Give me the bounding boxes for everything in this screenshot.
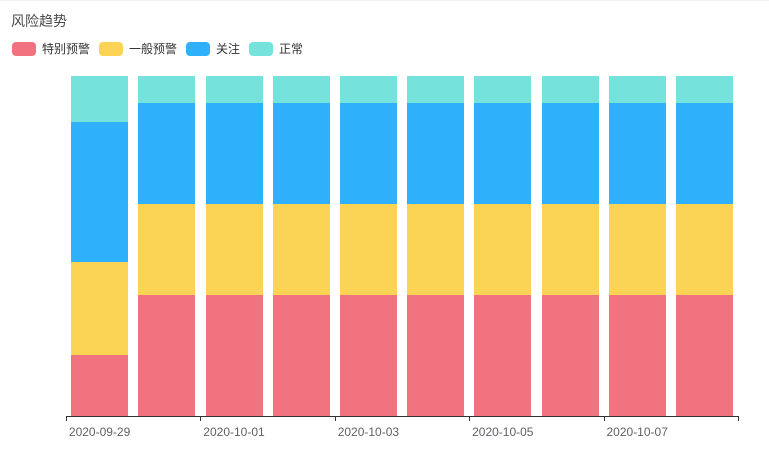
chart-title: 风险趋势 xyxy=(11,13,67,29)
legend-item-attention[interactable]: 关注 xyxy=(186,42,240,56)
x-axis-label-2020-10-05: 2020-10-05 xyxy=(472,425,534,439)
x-axis-label-2020-10-01: 2020-10-01 xyxy=(203,425,265,439)
bar-segment-一般预警-2020-10-06[interactable] xyxy=(541,203,599,295)
bar-segment-正常-2020-10-01[interactable] xyxy=(205,76,263,103)
bar-segment-正常-2020-10-06[interactable] xyxy=(541,76,599,103)
bar-segment-特别预警-2020-10-06[interactable] xyxy=(541,294,599,416)
chart-plot-area: 2020-09-29 2020-10-01 2020-10-03 2020-10-05… xyxy=(66,76,739,439)
bar-segment-关注-2020-10-01[interactable] xyxy=(205,102,263,204)
x-axis-line xyxy=(66,416,739,417)
x-axis-tick xyxy=(469,416,471,421)
bar-segment-特别预警-2020-10-07[interactable] xyxy=(608,294,666,416)
bar-segment-关注-2020-09-29[interactable] xyxy=(71,121,129,262)
legend-item-normal[interactable]: 正常 xyxy=(249,42,303,56)
bar-segment-特别预警-2020-09-29[interactable] xyxy=(71,354,129,416)
legend-swatch-special-warning xyxy=(12,42,36,56)
legend-label: 特别预警 xyxy=(42,42,91,56)
bar-segment-一般预警-2020-09-30[interactable] xyxy=(138,203,196,295)
x-axis-tick xyxy=(603,416,605,421)
legend-label: 正常 xyxy=(279,42,304,56)
bar-segment-正常-2020-09-30[interactable] xyxy=(138,76,196,103)
bar-segment-关注-2020-10-05[interactable] xyxy=(474,102,532,204)
bar-segment-一般预警-2020-10-01[interactable] xyxy=(205,203,263,295)
bar-segment-关注-2020-10-07[interactable] xyxy=(608,102,666,204)
bar-segment-关注-2020-10-04[interactable] xyxy=(407,102,465,204)
legend-label: 关注 xyxy=(216,42,241,56)
x-axis-tick xyxy=(66,416,67,421)
x-axis-tick xyxy=(334,416,336,421)
x-axis-tick xyxy=(738,416,739,421)
legend-swatch-attention xyxy=(186,42,211,56)
bar-segment-特别预警-2020-10-04[interactable] xyxy=(407,294,465,416)
bar-segment-正常-2020-10-08[interactable] xyxy=(675,76,733,103)
bar-segment-关注-2020-10-03[interactable] xyxy=(339,102,397,204)
bar-segment-一般预警-2020-10-02[interactable] xyxy=(272,203,330,295)
bar-segment-特别预警-2020-10-03[interactable] xyxy=(339,294,397,416)
legend-swatch-general-warning xyxy=(99,42,124,56)
bar-segment-关注-2020-10-02[interactable] xyxy=(272,102,330,204)
bar-segment-正常-2020-10-04[interactable] xyxy=(407,76,465,103)
bar-segment-正常-2020-09-29[interactable] xyxy=(71,76,129,122)
chart-legend: 特别预警 一般预警 关注 正常 xyxy=(12,42,312,56)
bar-segment-特别预警-2020-10-01[interactable] xyxy=(205,294,263,416)
bar-segment-一般预警-2020-10-05[interactable] xyxy=(474,203,532,295)
bar-segment-特别预警-2020-10-08[interactable] xyxy=(675,294,733,416)
bar-segment-关注-2020-09-30[interactable] xyxy=(138,102,196,204)
bar-segment-一般预警-2020-09-29[interactable] xyxy=(71,262,129,355)
bar-segment-特别预警-2020-10-02[interactable] xyxy=(272,294,330,416)
bar-segment-特别预警-2020-09-30[interactable] xyxy=(138,294,196,416)
bar-segment-正常-2020-10-07[interactable] xyxy=(608,76,666,103)
bar-segment-关注-2020-10-08[interactable] xyxy=(675,102,733,204)
x-axis-label-2020-10-03: 2020-10-03 xyxy=(337,425,400,439)
bar-segment-特别预警-2020-10-05[interactable] xyxy=(474,294,532,416)
bar-segment-一般预警-2020-10-07[interactable] xyxy=(608,203,666,295)
x-axis-tick xyxy=(200,416,202,421)
bar-segment-关注-2020-10-06[interactable] xyxy=(541,102,599,204)
bar-segment-正常-2020-10-05[interactable] xyxy=(474,76,532,103)
legend-label: 一般预警 xyxy=(129,42,178,56)
x-axis-label-2020-09-29: 2020-09-29 xyxy=(68,425,131,439)
legend-swatch-normal xyxy=(249,42,274,56)
legend-item-special-warning[interactable]: 特别预警 xyxy=(12,42,90,56)
bar-segment-一般预警-2020-10-03[interactable] xyxy=(339,203,397,295)
bar-segment-一般预警-2020-10-08[interactable] xyxy=(675,203,733,295)
bar-segment-正常-2020-10-02[interactable] xyxy=(272,76,330,103)
x-axis-label-2020-10-07: 2020-10-07 xyxy=(606,425,668,439)
bar-segment-正常-2020-10-03[interactable] xyxy=(339,76,397,103)
bar-segment-一般预警-2020-10-04[interactable] xyxy=(407,203,465,295)
legend-item-general-warning[interactable]: 一般预警 xyxy=(99,42,177,56)
